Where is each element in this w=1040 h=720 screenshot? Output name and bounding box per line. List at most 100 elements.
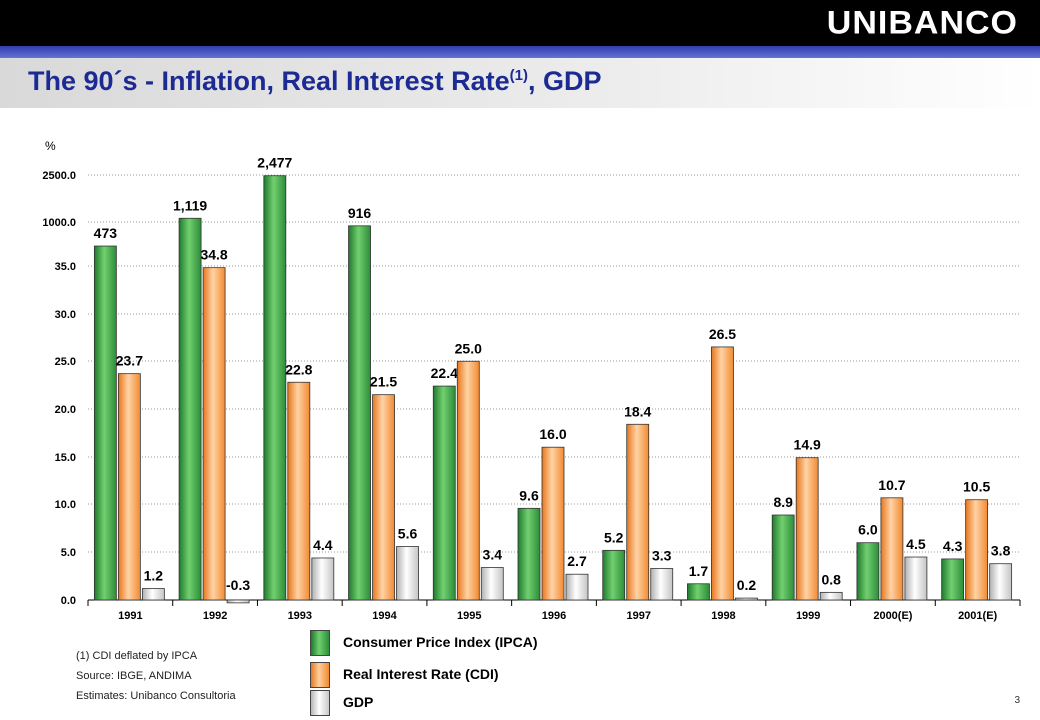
data-label-cdi: 16.0 <box>539 426 566 442</box>
bar-gdp <box>989 563 1013 601</box>
x-tick-label: 1993 <box>288 610 312 622</box>
data-label-gdp: 0.2 <box>737 577 757 593</box>
bar-ipca <box>941 558 965 601</box>
data-label-ipca: 5.2 <box>604 529 624 545</box>
data-label-gdp: 0.8 <box>821 571 841 587</box>
data-label-gdp: 4.4 <box>313 537 333 553</box>
data-label-ipca: 6.0 <box>858 522 878 538</box>
bar-ipca <box>93 245 117 601</box>
x-tick-label: 2001(E) <box>958 610 997 622</box>
header-stripe <box>0 46 1040 58</box>
data-label-gdp: 3.4 <box>483 547 503 563</box>
y-axis-label: % <box>45 139 56 153</box>
data-label-ipca: 1,119 <box>173 197 207 213</box>
y-tick-label: 30.0 <box>55 309 76 321</box>
bar-cdi <box>795 457 819 601</box>
slide-title: The 90´s - Inflation, Real Interest Rate… <box>28 66 601 97</box>
bar-ipca <box>517 507 541 601</box>
footnotes: (1) CDI deflated by IPCA Source: IBGE, A… <box>76 646 236 706</box>
data-label-ipca: 916 <box>348 205 372 221</box>
bar-gdp <box>650 568 674 601</box>
data-label-cdi: 34.8 <box>200 247 227 263</box>
title-main: The 90´s - Inflation, Real Interest Rate <box>28 66 510 96</box>
data-label-ipca: 9.6 <box>519 487 539 503</box>
title-bar <box>0 58 1040 108</box>
data-label-cdi: 26.5 <box>709 326 736 342</box>
bar-cdi <box>541 446 565 601</box>
title-suffix: , GDP <box>527 66 602 96</box>
bar-cdi <box>711 346 734 601</box>
bar-chart: % 0.0 5.0 10.0 15.0 20.0 25.0 30.0 35.0 1000.0 250… <box>42 139 1021 622</box>
bar-gdp <box>565 573 589 601</box>
legend-label-cdi: Real Interest Rate (CDI) <box>343 666 499 682</box>
footnote-cdi: (1) CDI deflated by IPCA <box>76 650 198 662</box>
y-tick-label: 25.0 <box>55 356 76 368</box>
page-number: 3 <box>1014 695 1020 706</box>
data-label-cdi: 21.5 <box>370 374 397 390</box>
bar-gdp <box>819 591 843 601</box>
bar-ipca <box>687 583 710 601</box>
y-tick-label: 5.0 <box>61 547 76 559</box>
data-label-cdi: 23.7 <box>116 353 143 369</box>
bar-ipca <box>856 542 880 601</box>
bar-gdp <box>311 557 335 601</box>
bar-ipca <box>348 225 371 601</box>
data-label-gdp: 3.3 <box>652 547 672 563</box>
data-label-ipca: 8.9 <box>773 494 793 510</box>
x-tick-label: 1992 <box>203 610 227 622</box>
bar-gdp <box>904 556 928 601</box>
legend-swatch-cdi <box>310 662 330 688</box>
legend-item-ipca: Consumer Price Index (IPCA) <box>310 630 610 658</box>
data-label-ipca: 2,477 <box>257 155 292 171</box>
data-label-cdi: 10.7 <box>878 477 905 493</box>
data-label-gdp: 5.6 <box>398 526 418 542</box>
bar-cdi <box>372 394 395 601</box>
data-label-ipca: 1.7 <box>689 563 709 579</box>
data-label-gdp: 2.7 <box>567 553 587 569</box>
y-tick-label: 35.0 <box>55 261 76 273</box>
legend-item-gdp: GDP <box>310 690 610 718</box>
estimates-note: Estimates: Unibanco Consultoria <box>76 690 236 702</box>
bar-gdp <box>226 599 250 604</box>
legend-label-ipca: Consumer Price Index (IPCA) <box>343 634 538 650</box>
data-label-cdi: 18.4 <box>624 403 651 419</box>
data-label-cdi: 10.5 <box>963 479 990 495</box>
x-tick-label: 1997 <box>626 610 650 622</box>
data-label-gdp: 3.8 <box>991 543 1011 559</box>
bar-cdi <box>626 423 650 601</box>
x-tick-label: 1998 <box>711 610 735 622</box>
bar-gdp <box>396 546 419 601</box>
bar-cdi <box>880 497 904 601</box>
x-tick-label: 1994 <box>372 610 397 622</box>
bar-cdi <box>287 381 311 601</box>
bar-gdp <box>735 597 758 601</box>
data-label-cdi: 25.0 <box>455 340 482 356</box>
bar-cdi <box>965 499 989 601</box>
x-tick-label: 1996 <box>542 610 566 622</box>
bar-ipca <box>602 549 626 601</box>
x-tick-label: 2000(E) <box>873 610 912 622</box>
x-tick-label: 1999 <box>796 610 820 622</box>
data-label-cdi: 22.8 <box>285 361 312 377</box>
x-tick-label: 1995 <box>457 610 481 622</box>
legend-item-cdi: Real Interest Rate (CDI) <box>310 662 610 690</box>
legend-label-gdp: GDP <box>343 694 374 710</box>
legend-swatch-gdp <box>310 690 330 716</box>
bar-ipca <box>432 385 456 601</box>
bar-cdi <box>456 360 480 601</box>
data-label-ipca: 4.3 <box>943 538 963 554</box>
x-tick-label: 1991 <box>118 610 142 622</box>
legend-swatch-ipca <box>310 630 330 656</box>
bar-ipca <box>771 514 795 601</box>
y-tick-label: 0.0 <box>61 595 76 607</box>
source-note: Source: IBGE, ANDIMA <box>76 670 192 682</box>
title-superscript: (1) <box>509 67 528 84</box>
data-label-ipca: 473 <box>94 225 118 241</box>
y-tick-label: 2500.0 <box>42 170 76 182</box>
bar-cdi <box>202 267 226 601</box>
y-tick-label: 15.0 <box>55 452 76 464</box>
unibanco-logo: UNIBANCO <box>826 4 1018 42</box>
bar-gdp <box>141 588 165 601</box>
data-label-gdp: 4.5 <box>906 536 926 552</box>
bar-cdi <box>117 373 141 601</box>
